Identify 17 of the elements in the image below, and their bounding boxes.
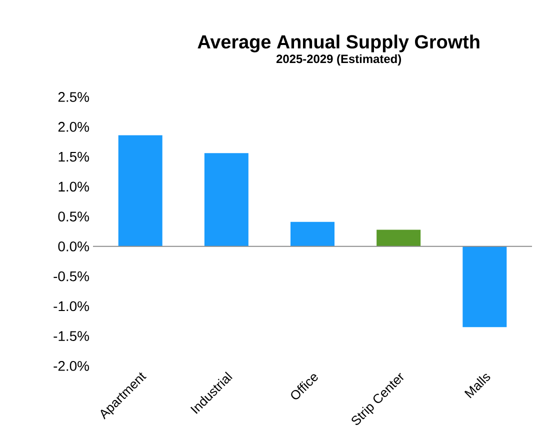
y-tick-label: 2.5%: [58, 92, 89, 102]
y-tick-label: -1.0%: [54, 301, 89, 312]
y-tick-label: -1.5%: [54, 331, 89, 342]
bar: [118, 135, 162, 246]
y-tick-label: 0.0%: [58, 241, 89, 252]
y-tick-label: 1.0%: [58, 182, 89, 192]
bar: [204, 153, 248, 246]
chart-subtitle: 2025-2029 (Estimated): [276, 54, 402, 66]
bar: [462, 246, 507, 328]
y-tick-label: 2.0%: [58, 122, 89, 132]
y-tick-label: -0.5%: [54, 271, 89, 282]
y-tick-label: 1.5%: [58, 152, 89, 162]
y-tick-label: -2.0%: [54, 361, 89, 371]
chart-title: Average Annual Supply Growth: [198, 34, 480, 52]
y-tick-label: 0.5%: [58, 212, 89, 222]
bar: [290, 222, 335, 246]
bar: [376, 230, 421, 246]
